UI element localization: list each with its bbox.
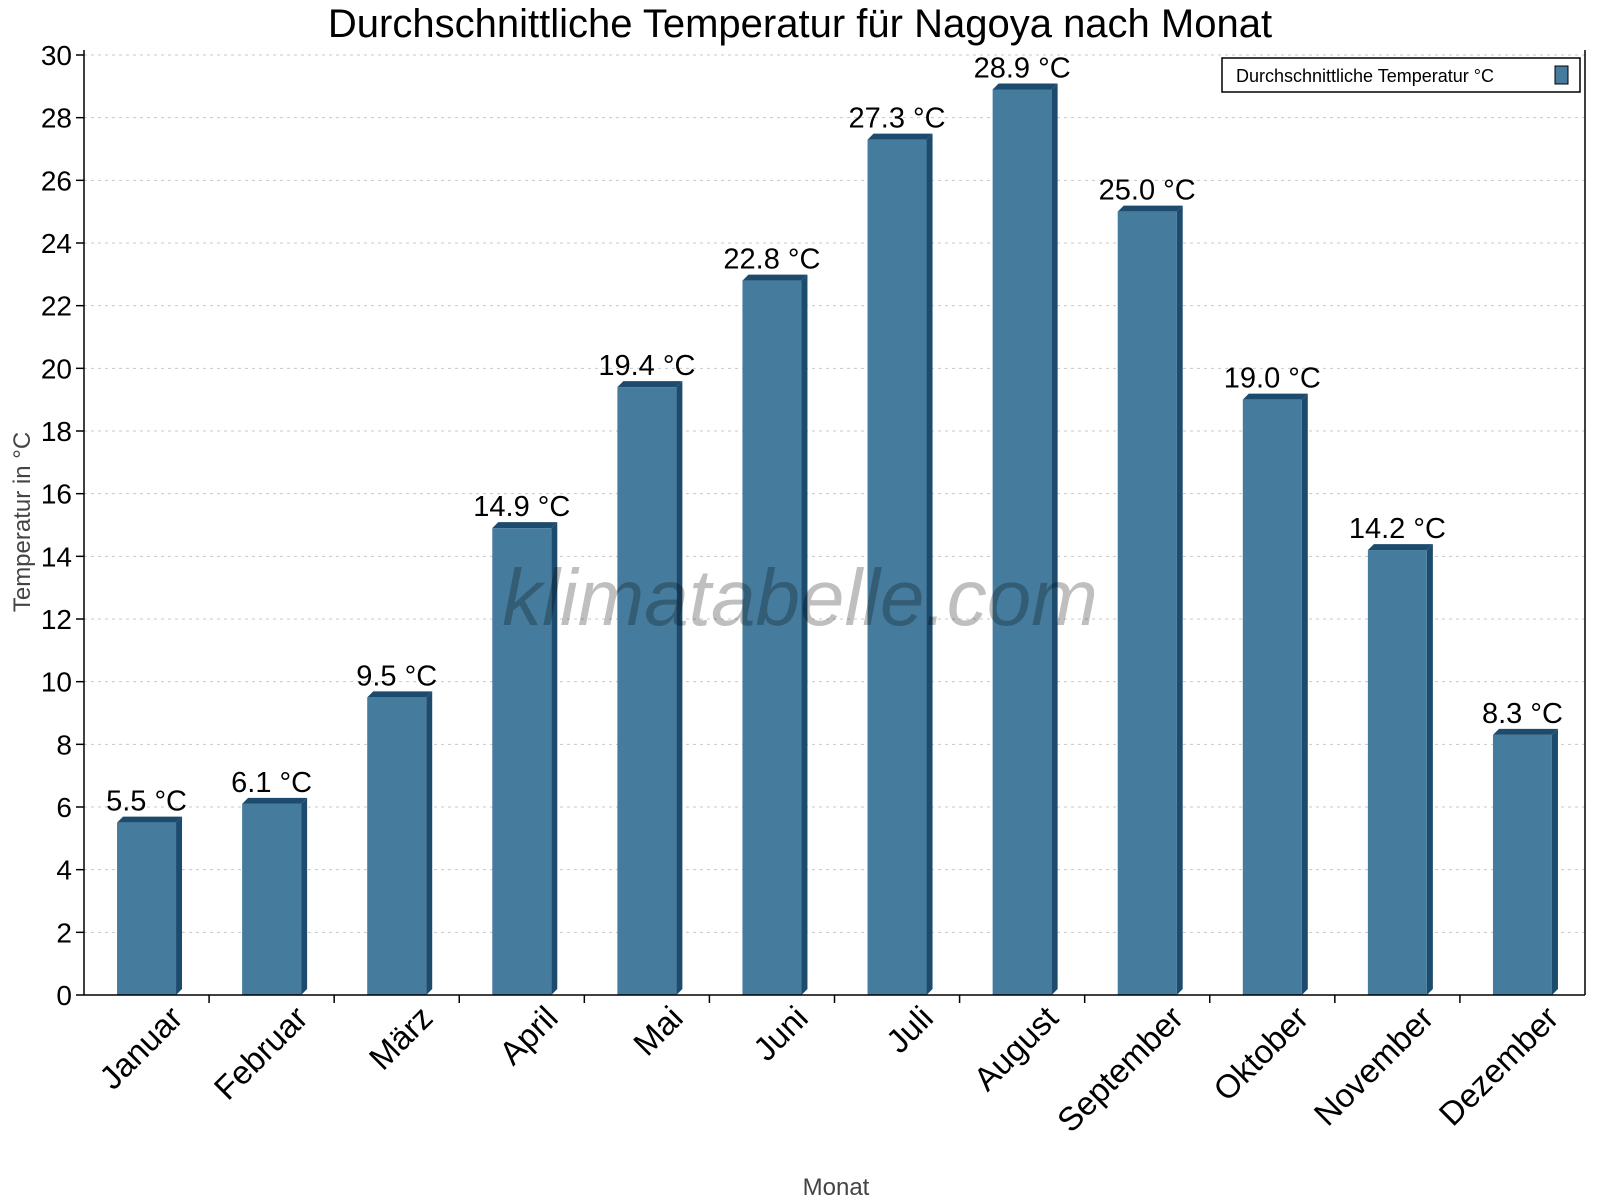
bar: [867, 139, 927, 996]
y-tick-label: 16: [41, 479, 72, 510]
bar: [1367, 550, 1427, 995]
data-label: 27.3 °C: [849, 103, 946, 135]
bar-side: [801, 274, 808, 996]
data-label: 19.0 °C: [1224, 363, 1321, 395]
y-tick-label: 26: [41, 165, 72, 196]
y-tick-label: 14: [41, 541, 72, 572]
y-tick-label: 22: [41, 291, 72, 322]
x-tick-label: Oktober: [1206, 999, 1315, 1108]
y-tick-label: 8: [56, 729, 72, 760]
bar: [742, 280, 802, 996]
x-tick-label: April: [492, 999, 565, 1072]
bar-top: [367, 691, 433, 698]
x-axis-label: Monat: [803, 1174, 870, 1200]
x-tick-label: Juni: [746, 999, 815, 1068]
bar: [492, 528, 552, 995]
legend-swatch: [1554, 65, 1569, 85]
x-tick-label: Dezember: [1432, 999, 1566, 1133]
bar: [242, 803, 302, 995]
y-tick-label: 12: [41, 604, 72, 635]
bar-side: [1551, 728, 1558, 995]
data-label: 25.0 °C: [1099, 175, 1196, 207]
y-tick-label: 18: [41, 416, 72, 447]
data-label: 19.4 °C: [598, 350, 695, 382]
data-label: 28.9 °C: [974, 52, 1071, 84]
bar-side: [676, 381, 683, 996]
data-label: 22.8 °C: [723, 244, 820, 276]
data-label: 14.2 °C: [1349, 513, 1446, 545]
x-tick-label: November: [1307, 999, 1441, 1133]
bar-side: [1426, 544, 1433, 995]
y-tick-label: 6: [56, 792, 72, 823]
bar-top: [492, 522, 558, 529]
bar-side: [1301, 393, 1308, 996]
x-tick-label: September: [1050, 999, 1190, 1139]
bar: [117, 822, 177, 995]
bar-top: [742, 274, 808, 281]
bar-top: [1242, 393, 1308, 400]
x-tick-label: August: [966, 999, 1065, 1098]
y-tick-label: 28: [41, 103, 72, 134]
bar-side: [176, 816, 183, 995]
bar: [1117, 211, 1177, 995]
bar-top: [1117, 205, 1183, 212]
y-tick-label: 0: [56, 980, 72, 1011]
y-tick-label: 24: [41, 228, 72, 259]
grid: [84, 54, 1585, 933]
bar-top: [117, 816, 183, 823]
y-tick-label: 2: [56, 917, 72, 948]
bar: [1492, 734, 1552, 995]
bar-top: [617, 381, 683, 388]
bars: [117, 83, 1558, 996]
bar-top: [1367, 544, 1433, 551]
bar-top: [242, 797, 308, 804]
bar-side: [301, 797, 308, 995]
bar: [617, 387, 677, 996]
y-tick-label: 20: [41, 353, 72, 384]
y-axis-label: Temperatur in °C: [9, 432, 36, 612]
bar-top: [992, 83, 1058, 90]
legend: Durchschnittliche Temperatur °C: [1221, 57, 1581, 93]
bar-side: [426, 691, 433, 995]
data-labels: 5.5 °C 6.1 °C 9.5 °C 14.9 °C 19.4 °C 22.8 °C 2…: [106, 52, 1563, 817]
x-tick-label: Mai: [626, 999, 690, 1063]
legend-label: Durchschnittliche Temperatur °C: [1236, 66, 1494, 86]
x-tick-label: Februar: [207, 999, 315, 1107]
bar: [1242, 399, 1302, 996]
y-tick-label: 4: [56, 855, 72, 886]
bar: [367, 697, 427, 995]
data-label: 5.5 °C: [106, 786, 187, 818]
x-tick-label: Juli: [879, 999, 940, 1060]
bar-top: [1492, 728, 1558, 735]
bar-side: [1051, 83, 1058, 995]
bar-top: [867, 133, 933, 140]
watermark: klimatabelle.com: [502, 553, 1098, 642]
bar-side: [551, 522, 558, 995]
data-label: 8.3 °C: [1482, 698, 1563, 730]
bar-side: [926, 133, 933, 996]
legend-box: [1221, 57, 1581, 93]
bar: [992, 89, 1052, 995]
y-tick-label: 30: [41, 40, 72, 71]
x-tick-label: Januar: [92, 999, 190, 1097]
x-tick-label: März: [362, 999, 440, 1077]
chart-title: Durchschnittliche Temperatur für Nagoya …: [328, 2, 1272, 46]
bar-side: [1176, 205, 1183, 995]
y-tick-label: 10: [41, 667, 72, 698]
data-label: 14.9 °C: [473, 491, 570, 523]
data-label: 9.5 °C: [356, 660, 437, 692]
data-label: 6.1 °C: [231, 767, 312, 799]
